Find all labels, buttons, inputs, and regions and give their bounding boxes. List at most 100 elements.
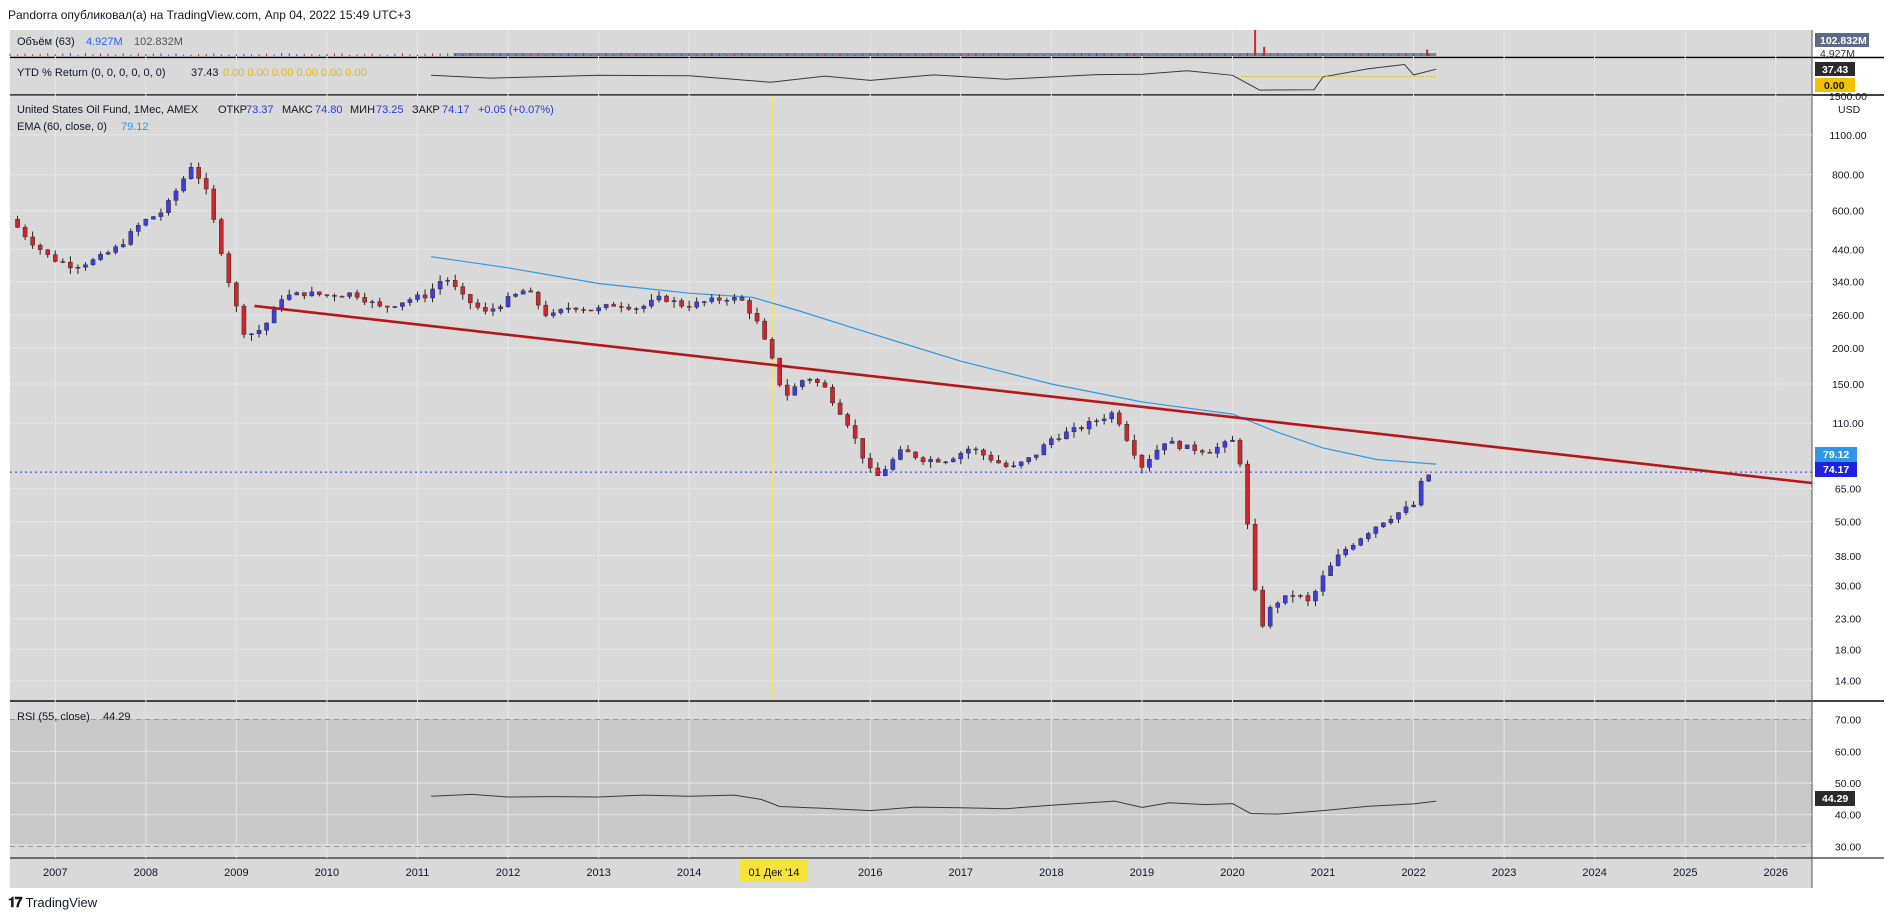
candle-up <box>1418 480 1424 506</box>
volume-bar <box>1231 54 1233 56</box>
volume-bar <box>862 53 864 56</box>
candle-down <box>196 167 201 179</box>
price-axis-label: 110.00 <box>1832 418 1863 430</box>
candle-down <box>203 178 209 190</box>
volume-bar <box>507 53 509 56</box>
candle-down <box>739 297 745 301</box>
volume-bar <box>1345 53 1347 56</box>
volume-bar <box>205 53 207 56</box>
rsi-axis-label: 50.00 <box>1835 778 1861 790</box>
price-axis-label: 600.00 <box>1832 206 1864 218</box>
volume-bar <box>673 54 675 56</box>
cursor-time-label: 01 Дек '14 <box>748 867 799 879</box>
volume-bar <box>786 53 788 56</box>
volume-bar <box>1330 54 1332 56</box>
candle-up <box>1011 465 1016 467</box>
candle-down <box>988 454 994 461</box>
volume-bar <box>658 53 660 56</box>
candle-up <box>445 280 450 282</box>
volume-bar <box>1058 54 1060 56</box>
candle-down <box>1116 412 1122 425</box>
time-axis-label: 2020 <box>1220 867 1244 879</box>
volume-bar <box>1096 53 1098 56</box>
candle-up <box>498 306 503 309</box>
candle-down <box>769 339 775 359</box>
volume-bar <box>1186 54 1188 56</box>
volume-bar <box>1013 53 1015 56</box>
candle-down <box>528 290 533 293</box>
volume-bar <box>371 53 373 56</box>
volume-bar <box>598 54 600 56</box>
candle-up <box>701 301 707 303</box>
candle-up <box>883 469 888 476</box>
candle-down <box>905 449 911 453</box>
candle-up <box>709 297 715 302</box>
volume-bar <box>575 54 577 56</box>
candle-layer[interactable] <box>15 162 1431 629</box>
candle-down <box>460 286 466 295</box>
candle-down <box>332 295 337 297</box>
ohlc-h-label: МАКС <box>282 104 313 116</box>
candle-down <box>920 457 926 463</box>
rsi-axis-label: 70.00 <box>1835 715 1861 727</box>
ytd-badge-2 <box>1815 78 1855 92</box>
volume-bar <box>877 53 879 56</box>
volume-bar <box>1073 53 1075 56</box>
candle-down <box>867 457 873 469</box>
candle-up <box>928 459 933 463</box>
candle-down <box>913 451 918 458</box>
volume-bar <box>311 54 313 56</box>
candle-down <box>581 309 586 311</box>
ohlc-o-label: ОТКР <box>218 104 247 116</box>
volume-bar <box>1314 53 1316 56</box>
candle-up <box>1109 412 1115 420</box>
candle-up <box>1343 548 1348 556</box>
candle-down <box>573 307 579 310</box>
main-panel-bg <box>10 96 1812 700</box>
volume-bar <box>930 53 932 56</box>
candle-up <box>151 216 156 220</box>
volume-bar <box>1367 53 1369 56</box>
volume-bar <box>160 53 162 56</box>
candle-up <box>490 308 496 312</box>
ytd-legend-label: YTD % Return (0, 0, 0, 0, 0, 0) <box>17 67 166 79</box>
candle-down <box>362 297 367 303</box>
time-axis-label: 2008 <box>134 867 158 879</box>
volume-bar <box>54 54 56 56</box>
time-axis-label: 2019 <box>1130 867 1154 879</box>
volume-bar <box>281 53 283 56</box>
candle-up <box>1426 474 1431 482</box>
volume-bar <box>1420 53 1422 56</box>
volume-bar <box>183 54 185 56</box>
candle-down <box>452 280 458 287</box>
rsi-layer <box>431 793 1437 815</box>
candle-down <box>830 387 835 404</box>
candle-down <box>875 467 881 476</box>
candle-up <box>1230 439 1235 442</box>
price-axis-label: 440.00 <box>1832 244 1864 256</box>
candle-up <box>1313 591 1318 602</box>
candle-down <box>30 236 35 246</box>
volume-bar <box>1352 53 1354 56</box>
volume-baseline-bar <box>453 53 1437 56</box>
candle-down <box>475 302 481 308</box>
volume-bar <box>409 54 411 56</box>
volume-bar <box>1382 53 1384 56</box>
trend-layer[interactable] <box>254 304 1813 485</box>
candle-up <box>1049 438 1054 445</box>
candle-up <box>437 281 443 290</box>
volume-bar <box>688 54 690 56</box>
candle-up <box>75 267 81 269</box>
volume-bar <box>635 53 637 56</box>
currency-label: USD <box>1838 104 1861 116</box>
volume-bar <box>718 53 720 56</box>
volume-bar <box>1171 54 1173 56</box>
candle-up <box>120 244 126 247</box>
candle-up <box>694 301 699 308</box>
candle-down <box>219 219 224 254</box>
tradingview-logo[interactable]: 𝟏𝟕 TradingView <box>8 894 97 911</box>
volume-bar <box>809 54 811 56</box>
volume-bar <box>1081 53 1083 56</box>
candle-up <box>1033 454 1039 458</box>
